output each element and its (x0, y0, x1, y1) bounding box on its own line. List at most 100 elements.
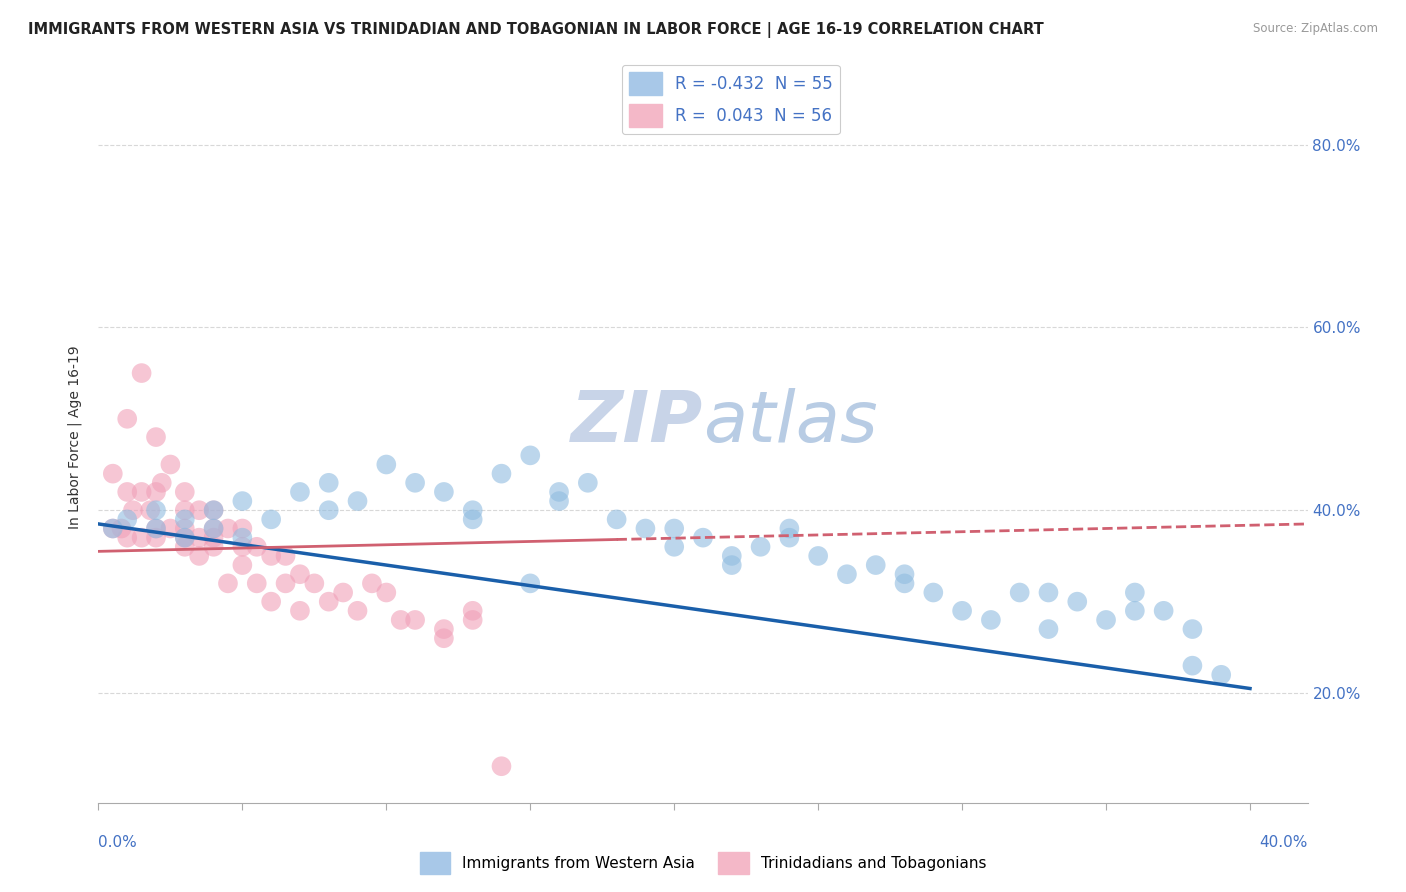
Legend: R = -0.432  N = 55, R =  0.043  N = 56: R = -0.432 N = 55, R = 0.043 N = 56 (621, 65, 839, 134)
Point (1038, 622, 1060, 636)
Point (288, 485, 311, 500)
Point (361, 576, 384, 591)
Point (461, 604, 484, 618)
Point (807, 549, 830, 563)
Point (274, 576, 297, 591)
Point (461, 503, 484, 517)
Point (835, 567, 858, 582)
Point (664, 521, 686, 535)
Point (922, 585, 945, 599)
Point (202, 540, 225, 554)
Point (274, 549, 297, 563)
Point (260, 594, 283, 608)
Point (548, 494, 571, 508)
Point (1181, 658, 1204, 673)
Point (1095, 613, 1118, 627)
Point (217, 576, 239, 591)
Point (173, 521, 195, 535)
Point (375, 458, 398, 472)
Text: 0.0%: 0.0% (98, 835, 138, 850)
Point (145, 430, 167, 444)
Point (1008, 585, 1031, 599)
Point (202, 531, 225, 545)
Text: atlas: atlas (703, 388, 877, 457)
Point (304, 576, 326, 591)
Point (1066, 594, 1088, 608)
Point (318, 503, 340, 517)
Point (318, 475, 340, 490)
Point (260, 512, 283, 526)
Point (150, 475, 173, 490)
Point (720, 549, 742, 563)
Point (433, 485, 456, 500)
Point (332, 585, 354, 599)
Point (173, 531, 195, 545)
Point (288, 604, 311, 618)
Point (131, 366, 153, 380)
Point (122, 503, 145, 517)
Point (188, 503, 211, 517)
Point (131, 531, 153, 545)
Point (202, 521, 225, 535)
Point (606, 512, 628, 526)
Point (231, 540, 253, 554)
Point (145, 521, 167, 535)
Point (173, 512, 195, 526)
Point (115, 531, 138, 545)
Point (260, 549, 283, 563)
Point (404, 613, 426, 627)
Point (145, 531, 167, 545)
Point (778, 521, 800, 535)
Point (145, 485, 167, 500)
Point (145, 521, 167, 535)
Point (1123, 585, 1146, 599)
Text: ZIP: ZIP (571, 388, 703, 457)
Text: 40.0%: 40.0% (1260, 835, 1308, 850)
Point (145, 503, 167, 517)
Point (461, 613, 484, 627)
Point (404, 475, 426, 490)
Point (433, 632, 456, 646)
Point (246, 540, 269, 554)
Point (1211, 667, 1233, 681)
Point (202, 503, 225, 517)
Point (188, 549, 211, 563)
Point (491, 467, 513, 481)
Point (389, 613, 412, 627)
Point (173, 503, 195, 517)
Point (231, 558, 253, 573)
Text: Source: ZipAtlas.com: Source: ZipAtlas.com (1253, 22, 1378, 36)
Point (865, 558, 887, 573)
Point (346, 604, 368, 618)
Point (139, 503, 162, 517)
Point (217, 521, 239, 535)
Point (1123, 604, 1146, 618)
Point (548, 485, 571, 500)
Point (720, 558, 742, 573)
Point (231, 494, 253, 508)
Point (115, 412, 138, 426)
Point (101, 521, 124, 535)
Point (749, 540, 772, 554)
Point (115, 512, 138, 526)
Point (101, 521, 124, 535)
Point (433, 622, 456, 636)
Point (519, 448, 541, 462)
Point (950, 604, 973, 618)
Point (188, 531, 211, 545)
Point (231, 531, 253, 545)
Point (346, 494, 368, 508)
Text: IMMIGRANTS FROM WESTERN ASIA VS TRINIDADIAN AND TOBAGONIAN IN LABOR FORCE | AGE : IMMIGRANTS FROM WESTERN ASIA VS TRINIDAD… (28, 22, 1043, 38)
Point (173, 485, 195, 500)
Point (202, 503, 225, 517)
Point (491, 759, 513, 773)
Point (519, 576, 541, 591)
Point (246, 576, 269, 591)
Point (893, 576, 915, 591)
Point (576, 475, 599, 490)
Point (101, 467, 124, 481)
Point (202, 521, 225, 535)
Point (173, 531, 195, 545)
Point (288, 567, 311, 582)
Point (159, 458, 181, 472)
